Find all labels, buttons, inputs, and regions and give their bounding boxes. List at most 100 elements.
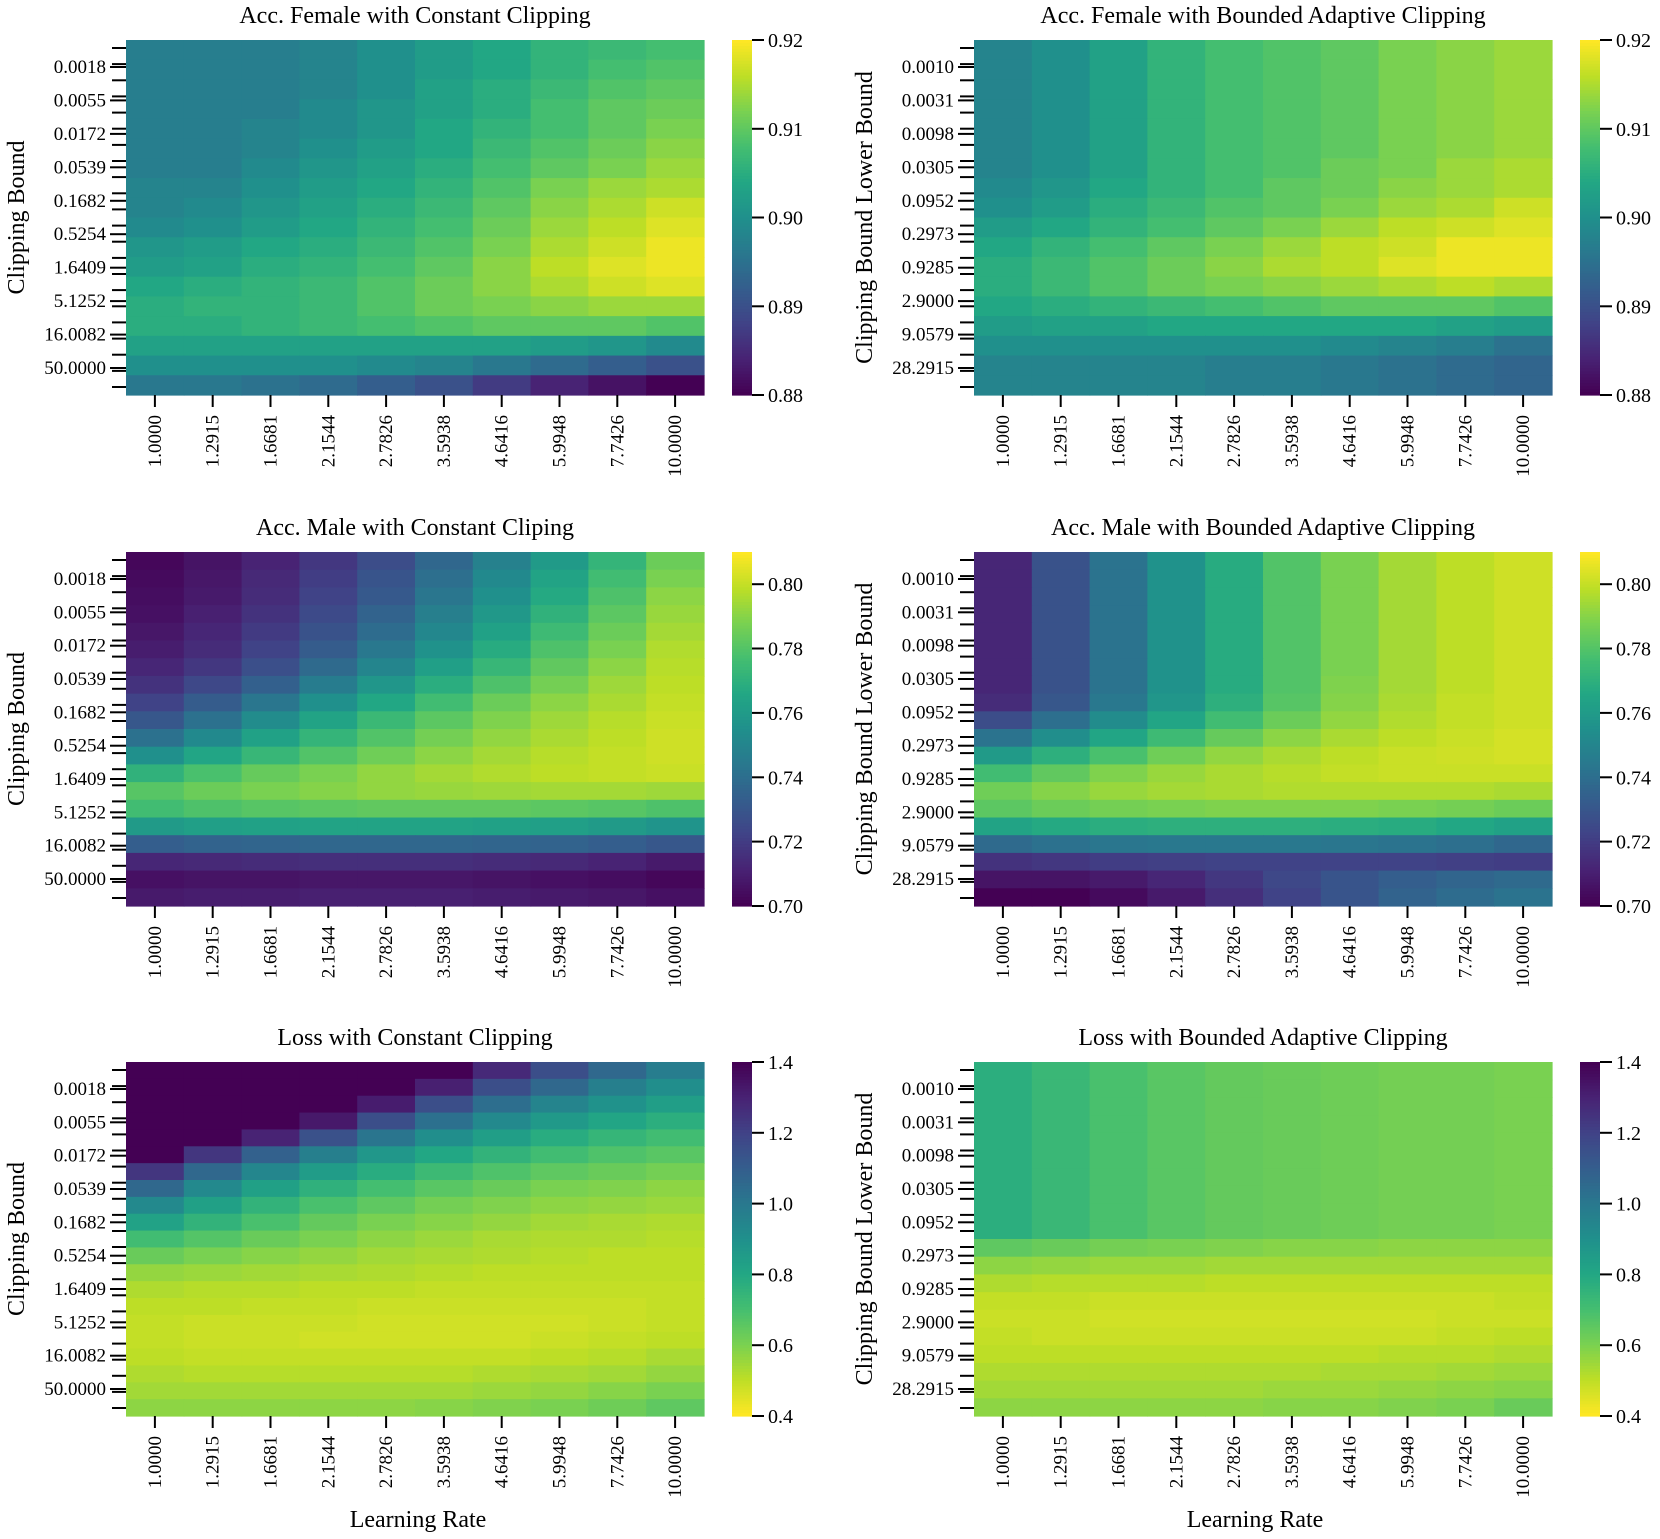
heatmap-cell: [1147, 605, 1206, 624]
colorbar-segment: [732, 226, 752, 230]
heatmap-cell: [472, 552, 532, 571]
colorbar-segment: [732, 113, 752, 118]
heatmap-cell: [530, 40, 589, 61]
heatmap-cell: [974, 1309, 1033, 1329]
colorbar-segment: [732, 903, 752, 907]
heatmap-cell: [1205, 640, 1264, 659]
colorbar-segment: [732, 581, 752, 586]
colorbar-segment: [732, 1324, 752, 1329]
colorbar-tick-label: 1.2: [1616, 1123, 1641, 1145]
heatmap-cell: [1436, 1345, 1495, 1364]
colorbar-segment: [1580, 814, 1600, 819]
colorbar-segment: [732, 858, 752, 863]
heatmap-cell: [241, 1264, 300, 1282]
colorbar-segment: [1580, 250, 1600, 254]
colorbar-segment: [1580, 1174, 1600, 1178]
heatmap-cell: [183, 197, 243, 219]
colorbar-segment: [732, 1067, 752, 1072]
heatmap-cell: [1436, 1185, 1495, 1205]
colorbar-segment: [732, 229, 752, 233]
heatmap-cell: [1031, 1380, 1091, 1399]
colorbar-segment: [1580, 1309, 1600, 1314]
colorbar-segment: [732, 54, 752, 59]
colorbar-segment: [1580, 566, 1600, 571]
heatmap-cell: [1205, 782, 1264, 801]
heatmap-cell: [1147, 1203, 1206, 1222]
heatmap-cell: [1320, 852, 1380, 872]
heatmap-cell: [1494, 1097, 1553, 1116]
heatmap-cell: [1378, 693, 1437, 712]
colorbar-segment: [1580, 729, 1600, 733]
colorbar-segment: [732, 60, 752, 65]
heatmap-cell: [1436, 888, 1495, 907]
heatmap-cell: [241, 817, 300, 836]
heatmap-cell: [1147, 1079, 1206, 1098]
heatmap-cell: [415, 237, 474, 258]
colorbar-segment: [1580, 211, 1600, 216]
colorbar-segment: [1580, 158, 1600, 162]
heatmap-cell: [357, 316, 416, 337]
heatmap-cell: [1031, 1309, 1091, 1329]
colorbar-segment: [732, 211, 752, 216]
heatmap-cell: [299, 178, 358, 199]
colorbar-segment: [1580, 1112, 1600, 1116]
heatmap-cell: [1263, 1132, 1322, 1152]
heatmap-cell: [1089, 746, 1148, 765]
colorbar-segment: [1580, 75, 1600, 80]
heatmap-cell: [357, 1230, 416, 1249]
colorbar-segment: [732, 99, 752, 103]
heatmap-cell: [1494, 640, 1553, 659]
heatmap-cell: [1378, 1345, 1437, 1364]
colorbar-segment: [1580, 182, 1600, 186]
heatmap-cell: [1089, 552, 1148, 571]
heatmap-cell: [1494, 375, 1553, 396]
heatmap-cell: [415, 569, 474, 588]
heatmap-cell: [588, 1331, 647, 1350]
colorbar-segment: [732, 1295, 752, 1299]
colorbar-segment: [1580, 253, 1600, 257]
heatmap-cell: [1494, 1203, 1553, 1222]
heatmap-cell: [183, 276, 243, 297]
heatmap-cell: [974, 1256, 1033, 1275]
colorbar-segment: [1580, 205, 1600, 210]
colorbar-segment: [1580, 152, 1600, 156]
colorbar-segment: [1580, 276, 1600, 281]
heatmap-cell: [1263, 817, 1322, 836]
heatmap-cell: [299, 764, 358, 783]
colorbar-segment: [1580, 1398, 1600, 1402]
colorbar-segment: [1580, 1118, 1600, 1122]
heatmap-cell: [530, 729, 589, 748]
y-axis-label: Clipping Bound Lower Bound: [852, 1093, 878, 1386]
colorbar-segment: [732, 608, 752, 612]
x-tick-label: 1.2915: [203, 926, 224, 978]
heatmap-cell: [241, 1163, 300, 1181]
colorbar-segment: [732, 359, 752, 364]
heatmap-cell: [646, 693, 705, 712]
colorbar-segment: [732, 270, 752, 275]
colorbar-segment: [732, 643, 752, 647]
colorbar-segment: [1580, 66, 1600, 71]
colorbar-segment: [1580, 563, 1600, 568]
heatmap-cell: [1031, 335, 1091, 357]
x-tick-label: 7.7426: [1455, 1436, 1476, 1488]
colorbar-segment: [1580, 1227, 1600, 1231]
heatmap-cell: [530, 1281, 589, 1299]
heatmap-cell: [1031, 764, 1091, 783]
heatmap-cell: [588, 888, 647, 907]
heatmap-cell: [974, 197, 1033, 219]
heatmap-cell: [1378, 640, 1437, 659]
heatmap-cell: [588, 197, 647, 219]
colorbar-segment: [1580, 1067, 1600, 1072]
colorbar-segment: [732, 279, 752, 284]
heatmap-cell: [974, 256, 1033, 278]
heatmap-cell: [472, 888, 532, 907]
heatmap-cell: [1320, 1239, 1380, 1258]
heatmap-cell: [126, 237, 185, 258]
heatmap-cell: [530, 1213, 589, 1232]
heatmap-cell: [299, 552, 358, 571]
heatmap-cell: [974, 835, 1033, 854]
heatmap-cell: [126, 888, 185, 907]
colorbar-segment: [1580, 1292, 1600, 1296]
heatmap-cell: [1205, 1362, 1264, 1382]
colorbar-segment: [732, 1233, 752, 1237]
